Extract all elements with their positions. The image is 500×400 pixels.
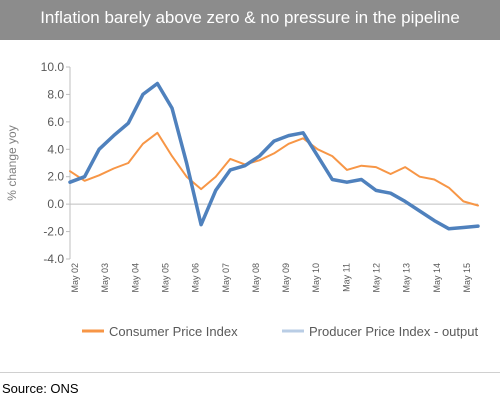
y-tick-label: 10.0 (41, 60, 65, 74)
x-tick-labels: May 02 May 03 May 04 May 05 May 06 May 07 May … (70, 263, 472, 293)
x-tick-label: May 05 (160, 263, 170, 293)
x-tick-label: May 09 (281, 263, 291, 293)
y-tick-label: 6.0 (47, 115, 64, 129)
legend: Consumer Price Index Producer Price Index… (82, 324, 478, 339)
x-tick-label: May 08 (251, 263, 261, 293)
legend-label: Consumer Price Index (109, 324, 238, 339)
chart-title: Inflation barely above zero & no pressur… (0, 0, 500, 40)
y-tick-label: 8.0 (47, 87, 64, 101)
x-tick-label: May 14 (432, 263, 442, 293)
x-tick-label: May 04 (130, 263, 140, 293)
x-tick-label: May 03 (100, 263, 110, 293)
x-tick-label: May 06 (191, 263, 201, 293)
series-line-1 (68, 81, 480, 231)
y-tick-label: 2.0 (47, 170, 64, 184)
x-tick-label: May 10 (311, 263, 321, 293)
y-tick-labels: 10.0 8.0 6.0 4.0 2.0 0.0 -2.0 -4.0 (41, 60, 70, 266)
x-tick-label: May 02 (70, 263, 80, 293)
source-note: Source: ONS (2, 381, 79, 396)
line-chart: 10.0 8.0 6.0 4.0 2.0 0.0 -2.0 -4.0 May 02 May 03… (5, 60, 480, 339)
series-line-0 (69, 131, 479, 207)
x-tick-label: May 15 (462, 263, 472, 293)
series-lines (68, 81, 480, 231)
legend-label: Producer Price Index - output (309, 324, 478, 339)
chart-panel (0, 372, 500, 373)
x-tick-label: May 11 (341, 263, 351, 292)
y-axis-label: % change yoy (5, 125, 19, 200)
y-tick-label: -2.0 (43, 225, 64, 239)
y-tick-label: -4.0 (43, 252, 64, 266)
y-tick-label: 4.0 (47, 142, 64, 156)
x-tick-label: May 13 (402, 263, 412, 293)
x-tick-label: May 07 (221, 263, 231, 293)
y-tick-label: 0.0 (47, 197, 64, 211)
x-tick-label: May 12 (372, 263, 382, 293)
